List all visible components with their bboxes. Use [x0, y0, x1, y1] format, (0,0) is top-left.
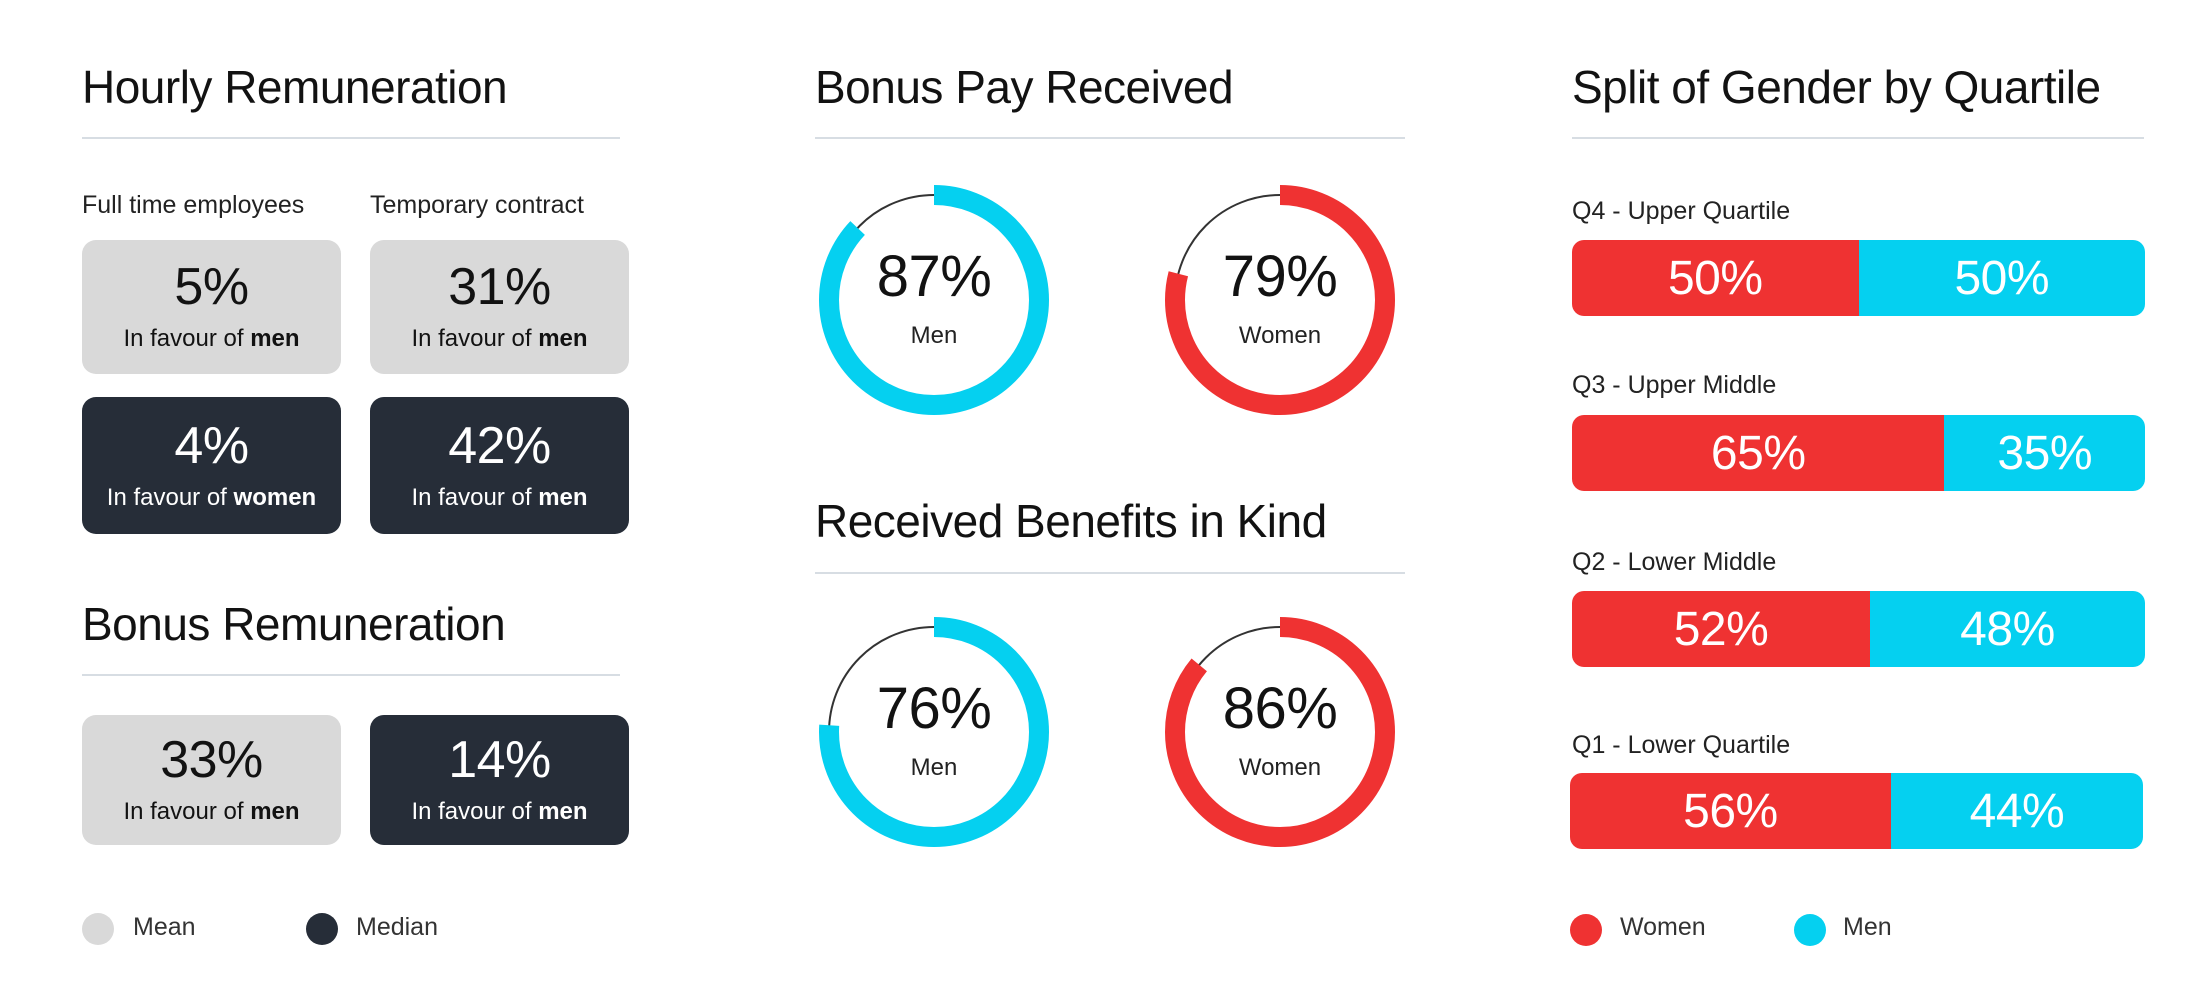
ring-progress-arc [819, 185, 1049, 415]
men-legend-swatch [1794, 914, 1826, 946]
card-value: 31% [448, 258, 551, 316]
bonus-pay-women-ring: 79% Women [1160, 180, 1400, 420]
hourly-mean-temporary-card: 31% In favour of men [370, 240, 629, 374]
q2-women-segment: 52% [1572, 591, 1870, 667]
ring-percentage: 86% [1222, 676, 1338, 741]
q1-men-segment: 44% [1890, 773, 2143, 849]
women-legend-swatch [1570, 914, 1602, 946]
q2-men-segment: 48% [1869, 591, 2145, 667]
ring-percentage: 76% [876, 676, 992, 741]
q4-men-segment: 50% [1858, 240, 2145, 316]
bonus-remuneration-divider [82, 674, 620, 676]
full-time-label: Full time employees [82, 191, 305, 219]
q4-women-segment: 50% [1572, 240, 1859, 316]
card-caption: In favour of women [106, 483, 317, 511]
ring-progress-arc [1165, 185, 1395, 415]
ring-svg [819, 185, 1049, 415]
q4-label: Q4 - Upper Quartile [1572, 197, 1791, 225]
q2-bar: 52% 48% [1572, 591, 2145, 667]
ring-label: Men [910, 322, 958, 349]
bonus-pay-divider [815, 137, 1405, 139]
q3-bar: 65% 35% [1572, 415, 2145, 491]
ring-svg [1165, 617, 1395, 847]
median-legend-label: Median [356, 913, 438, 941]
hourly-remuneration-title: Hourly Remuneration [82, 61, 508, 113]
quartile-split-title: Split of Gender by Quartile [1572, 61, 2101, 113]
ring-label: Women [1238, 322, 1322, 349]
temporary-contract-label: Temporary contract [370, 191, 584, 219]
card-value: 5% [174, 258, 249, 316]
q3-label: Q3 - Upper Middle [1572, 371, 1777, 399]
quartile-divider [1572, 137, 2144, 139]
bonus-pay-men-ring: 87% Men [814, 180, 1054, 420]
hourly-median-temporary-card: 42% In favour of men [370, 397, 629, 534]
card-value: 4% [174, 416, 249, 475]
card-value: 42% [448, 416, 551, 475]
card-caption: In favour of men [123, 798, 300, 825]
card-caption: In favour of men [123, 325, 300, 352]
q2-label: Q2 - Lower Middle [1572, 548, 1777, 576]
ring-progress-arc [819, 617, 1049, 847]
median-legend-swatch [306, 913, 338, 945]
q1-label: Q1 - Lower Quartile [1572, 731, 1791, 759]
bonus-pay-received-title: Bonus Pay Received [815, 61, 1234, 113]
benefits-women-ring: 86% Women [1160, 612, 1400, 852]
q3-women-segment: 65% [1572, 415, 1945, 491]
mean-legend-label: Mean [133, 913, 196, 941]
card-value: 14% [448, 731, 551, 789]
hourly-mean-fulltime-card: 5% In favour of men [82, 240, 341, 374]
men-legend-label: Men [1843, 913, 1892, 941]
card-caption: In favour of men [411, 483, 588, 511]
ring-label: Men [910, 754, 958, 781]
benefits-in-kind-title: Received Benefits in Kind [815, 495, 1327, 547]
q1-women-segment: 56% [1570, 773, 1891, 849]
card-value: 33% [160, 731, 263, 789]
bonus-mean-card: 33% In favour of men [82, 715, 341, 845]
women-legend-label: Women [1620, 913, 1706, 941]
hourly-divider [82, 137, 620, 139]
benefits-divider [815, 572, 1405, 574]
bonus-remuneration-title: Bonus Remuneration [82, 598, 506, 650]
q1-bar: 56% 44% [1570, 773, 2143, 849]
ring-label: Women [1238, 754, 1322, 781]
hourly-median-fulltime-card: 4% In favour of women [82, 397, 341, 534]
ring-percentage: 87% [876, 244, 992, 309]
bonus-median-card: 14% In favour of men [370, 715, 629, 845]
ring-svg [819, 617, 1049, 847]
ring-percentage: 79% [1222, 244, 1338, 309]
benefits-men-ring: 76% Men [814, 612, 1054, 852]
q4-bar: 50% 50% [1572, 240, 2145, 316]
ring-progress-arc [1165, 617, 1395, 847]
card-caption: In favour of men [411, 798, 588, 825]
ring-svg [1165, 185, 1395, 415]
q3-men-segment: 35% [1944, 415, 2145, 491]
mean-legend-swatch [82, 913, 114, 945]
card-caption: In favour of men [411, 325, 588, 352]
